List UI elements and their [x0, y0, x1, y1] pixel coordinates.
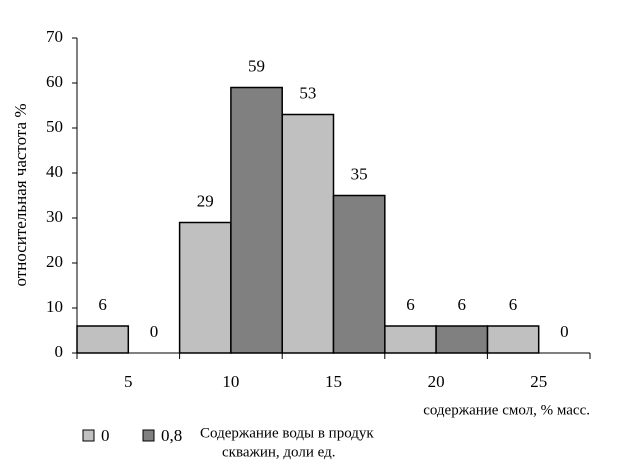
data-label: 6 — [509, 295, 518, 314]
legend-swatch — [82, 429, 95, 442]
y-tick-label: 0 — [55, 342, 64, 361]
x-tick-label: 20 — [428, 372, 445, 391]
y-tick-label: 10 — [46, 297, 63, 316]
legend-label: 0 — [101, 426, 110, 445]
x-tick-label: 15 — [325, 372, 342, 391]
bar — [281, 113, 335, 354]
bar — [76, 325, 130, 354]
legend-swatch — [142, 429, 155, 442]
data-label: 53 — [299, 83, 316, 102]
x-tick-label: 5 — [124, 372, 133, 391]
data-label: 0 — [150, 322, 159, 341]
x-tick-label: 25 — [530, 372, 547, 391]
bar — [435, 325, 489, 354]
bar — [332, 194, 386, 354]
y-tick-label: 60 — [46, 72, 63, 91]
data-label: 0 — [560, 322, 569, 341]
data-label: 6 — [406, 295, 415, 314]
data-label: 59 — [248, 56, 265, 75]
data-label: 6 — [458, 295, 467, 314]
legend-title: скважин, доли ед. — [222, 444, 335, 460]
y-axis-title: относительная частота % — [11, 103, 30, 286]
bar — [486, 325, 540, 354]
bar — [384, 325, 437, 354]
data-label: 29 — [197, 191, 214, 210]
y-tick-label: 30 — [46, 207, 63, 226]
x-tick-label: 10 — [222, 372, 239, 391]
y-tick-label: 50 — [46, 117, 63, 136]
data-label: 35 — [351, 164, 368, 183]
bar — [230, 86, 283, 354]
y-tick-label: 20 — [46, 252, 63, 271]
x-axis-title: содержание смол, % масс. — [423, 402, 590, 418]
y-tick-label: 40 — [46, 162, 63, 181]
legend-title: Содержание воды в продук — [200, 425, 374, 441]
legend-label: 0,8 — [161, 426, 182, 445]
y-tick-label: 70 — [46, 27, 63, 46]
bar — [178, 221, 232, 354]
data-label: 6 — [98, 295, 107, 314]
